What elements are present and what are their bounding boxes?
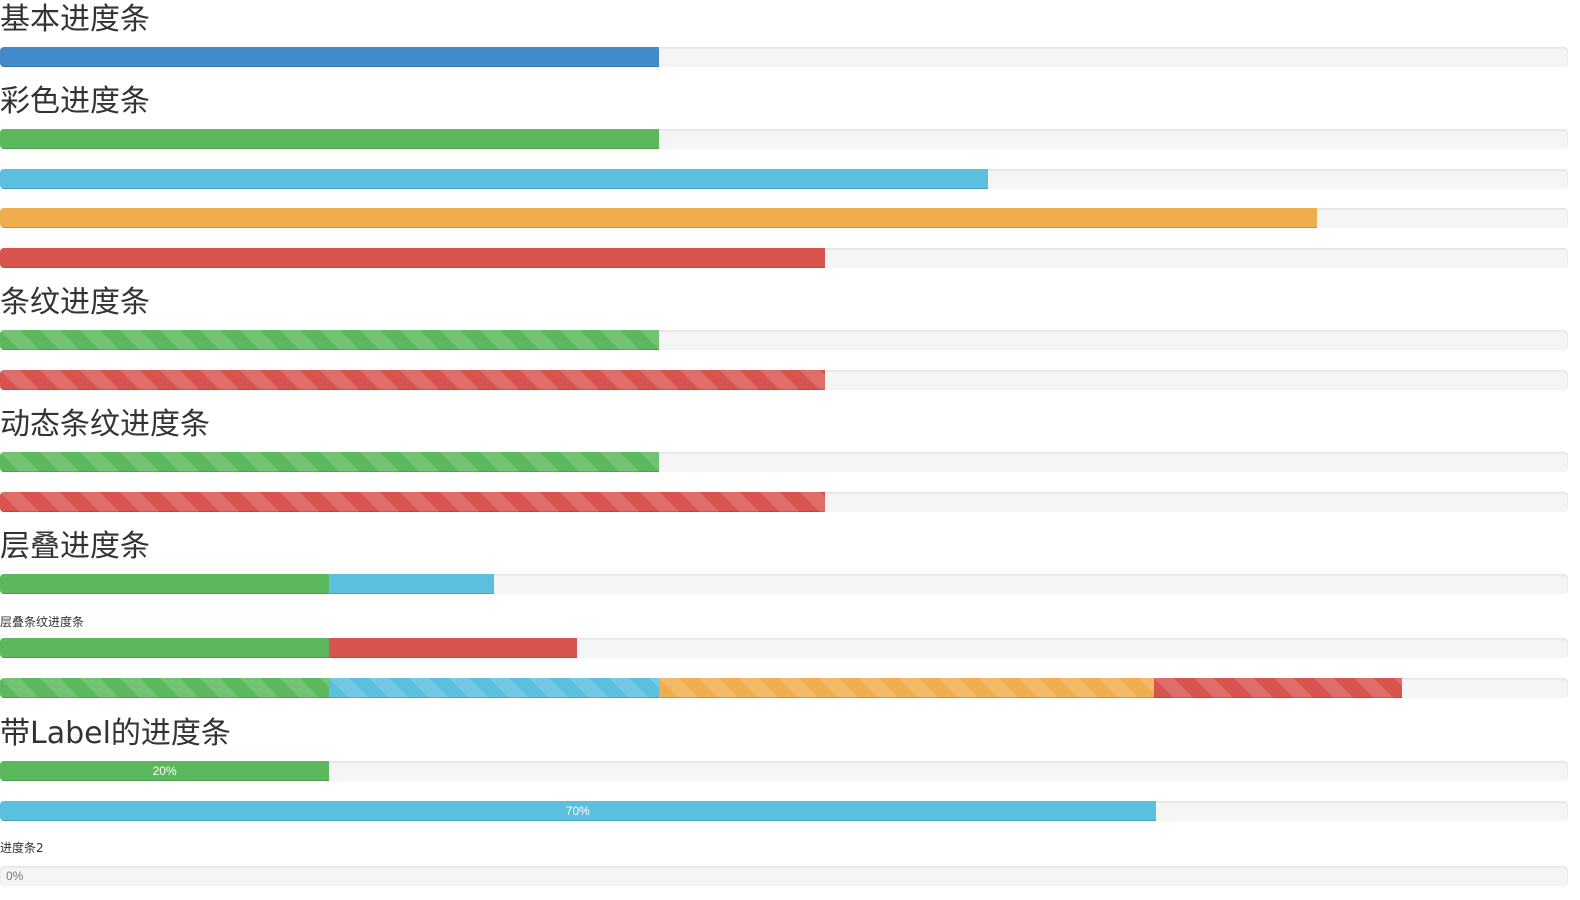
- progress-bar-info: [0, 169, 1568, 189]
- progress-segment-info: 70%: [0, 801, 1156, 821]
- section-title-stacked: 层叠进度条: [0, 529, 150, 564]
- progress-segment-info: [0, 169, 988, 189]
- progress-bar-danger: [0, 248, 1568, 268]
- progress-segment-success: [0, 129, 659, 149]
- progress-bar-stacked: [0, 574, 1568, 594]
- progress-segment-info: [329, 574, 494, 594]
- progress-segment-danger: [1154, 678, 1402, 698]
- progress-segment-success: [0, 678, 330, 698]
- progress-segment-success: [0, 330, 659, 350]
- progress-bar-labeled-70: 70%: [0, 801, 1568, 821]
- progress-segment-success: [0, 452, 659, 472]
- progress-segment-danger: [329, 638, 577, 658]
- progress-bar-animated-success: [0, 452, 1568, 472]
- progress-bar-stacked-striped: [0, 678, 1568, 698]
- progress-segment-danger: [0, 370, 825, 390]
- progress-bar-striped-success: [0, 330, 1568, 350]
- progress-label: 0%: [6, 869, 24, 883]
- progress-segment-success: [0, 638, 330, 658]
- progress-segment-info: [329, 678, 659, 698]
- progress-segment-primary: [0, 47, 659, 67]
- section-title-basic: 基本进度条: [0, 2, 150, 37]
- section-title-animated: 动态条纹进度条: [0, 407, 210, 442]
- progress-segment-success: [0, 574, 330, 594]
- progress-segment-warning: [0, 208, 1318, 228]
- progress-bar-zero: 0%: [0, 866, 1568, 886]
- progress-segment-warning: [658, 678, 1155, 698]
- progress-bar-stacked-2: [0, 638, 1568, 658]
- section-title-progress2: 进度条2: [0, 841, 44, 855]
- progress-bar-striped-danger: [0, 370, 1568, 390]
- progress-bar-animated-danger: [0, 492, 1568, 512]
- progress-segment-success: 20%: [0, 761, 330, 781]
- section-title-striped: 条纹进度条: [0, 285, 150, 320]
- section-title-labeled: 带Label的进度条: [0, 716, 231, 751]
- progress-bar-success: [0, 129, 1568, 149]
- progress-bar-labeled-20: 20%: [0, 761, 1568, 781]
- section-title-stacked-striped: 层叠条纹进度条: [0, 615, 85, 629]
- section-title-contextual: 彩色进度条: [0, 84, 150, 119]
- progress-bar-warning: [0, 208, 1568, 228]
- progress-segment-danger: [0, 248, 825, 268]
- progress-segment-danger: [0, 492, 825, 512]
- progress-bar-basic-1: [0, 47, 1568, 67]
